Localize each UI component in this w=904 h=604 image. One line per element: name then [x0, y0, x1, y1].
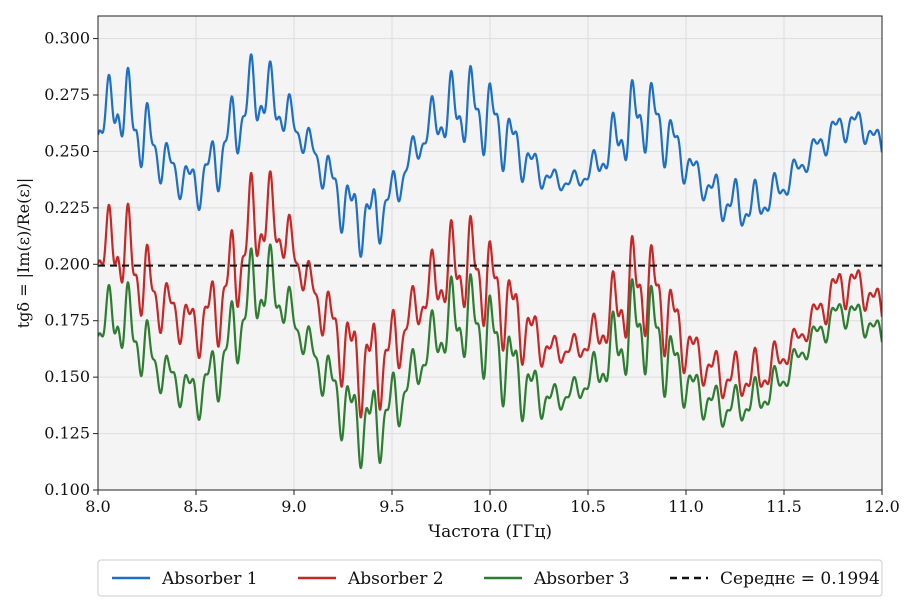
x-tick-label: 11.0: [668, 497, 704, 516]
series-layer: [98, 53, 882, 470]
legend-label-3: Absorber 3: [533, 569, 630, 589]
legend: Absorber 1 Absorber 2 Absorber 3 Середнє = …: [97, 559, 883, 597]
x-tick-label: 8.5: [183, 497, 208, 516]
y-tick-label: 0.150: [44, 367, 90, 386]
x-tick-label: 8.0: [85, 497, 110, 516]
series-line-1: [98, 53, 882, 258]
y-axis-label: tgδ = |Im(ε)/Re(ε)|: [14, 178, 33, 329]
y-tick-label: 0.250: [44, 141, 90, 160]
y-tick-label: 0.175: [44, 311, 90, 330]
y-axis-ticks: 0.100 0.125 0.150 0.175 0.200 0.225 0.250 0.275…: [44, 29, 98, 499]
y-tick-label: 0.225: [44, 198, 90, 217]
legend-label-2: Absorber 2: [347, 569, 444, 589]
series-line-3: [98, 243, 882, 470]
series-line-2: [98, 170, 882, 419]
y-tick-label: 0.200: [44, 254, 90, 273]
y-tick-label: 0.125: [44, 424, 90, 443]
x-tick-label: 12.0: [864, 497, 900, 516]
y-tick-label: 0.300: [44, 29, 90, 48]
x-tick-label: 10.0: [472, 497, 508, 516]
x-tick-label: 11.5: [766, 497, 802, 516]
legend-label-1: Absorber 1: [161, 569, 258, 589]
legend-label-4: Середнє = 0.1994: [720, 569, 880, 589]
y-tick-label: 0.100: [44, 480, 90, 499]
x-tick-label: 10.5: [570, 497, 606, 516]
x-tick-label: 9.5: [379, 497, 404, 516]
x-tick-label: 9.0: [281, 497, 306, 516]
y-tick-label: 0.275: [44, 85, 90, 104]
x-axis-ticks: 8.0 8.5 9.0 9.5 10.0 10.5 11.0 11.5 12.0: [85, 490, 900, 516]
x-axis-label: Частота (ГГц): [428, 522, 552, 542]
